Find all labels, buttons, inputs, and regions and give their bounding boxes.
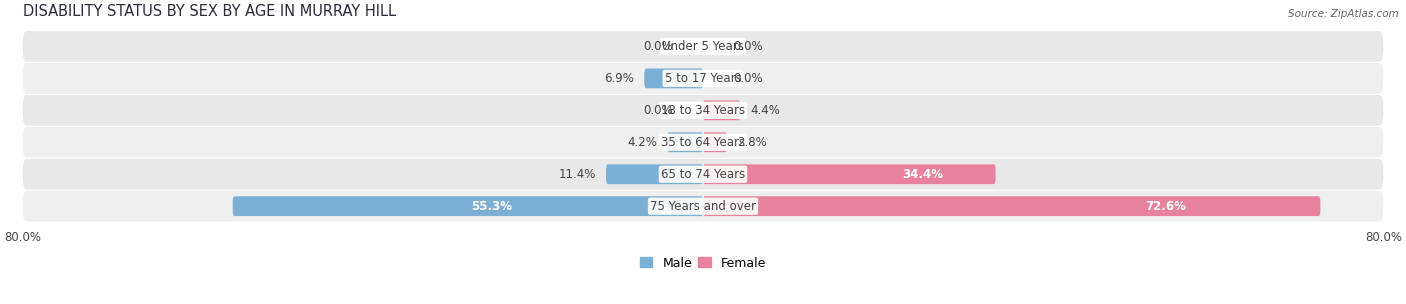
FancyBboxPatch shape <box>22 95 1384 126</box>
FancyBboxPatch shape <box>606 164 703 184</box>
FancyBboxPatch shape <box>22 63 1384 94</box>
FancyBboxPatch shape <box>22 191 1384 222</box>
Text: 72.6%: 72.6% <box>1146 200 1187 213</box>
Text: 2.8%: 2.8% <box>737 136 766 149</box>
FancyBboxPatch shape <box>233 196 703 216</box>
Text: 4.2%: 4.2% <box>627 136 657 149</box>
Legend: Male, Female: Male, Female <box>636 251 770 275</box>
FancyBboxPatch shape <box>703 132 727 152</box>
FancyBboxPatch shape <box>22 127 1384 157</box>
Text: 18 to 34 Years: 18 to 34 Years <box>661 104 745 117</box>
Text: 0.0%: 0.0% <box>644 104 673 117</box>
FancyBboxPatch shape <box>668 132 703 152</box>
FancyBboxPatch shape <box>22 31 1384 62</box>
Text: 5 to 17 Years: 5 to 17 Years <box>665 72 741 85</box>
Text: 55.3%: 55.3% <box>471 200 512 213</box>
FancyBboxPatch shape <box>22 159 1384 190</box>
Text: 0.0%: 0.0% <box>733 72 762 85</box>
FancyBboxPatch shape <box>644 68 703 88</box>
Text: Under 5 Years: Under 5 Years <box>662 40 744 53</box>
Text: 35 to 64 Years: 35 to 64 Years <box>661 136 745 149</box>
Text: 34.4%: 34.4% <box>901 168 943 181</box>
FancyBboxPatch shape <box>703 196 1320 216</box>
Text: 0.0%: 0.0% <box>644 40 673 53</box>
Text: 6.9%: 6.9% <box>605 72 634 85</box>
FancyBboxPatch shape <box>703 164 995 184</box>
Text: 11.4%: 11.4% <box>558 168 596 181</box>
Text: 75 Years and over: 75 Years and over <box>650 200 756 213</box>
Text: DISABILITY STATUS BY SEX BY AGE IN MURRAY HILL: DISABILITY STATUS BY SEX BY AGE IN MURRA… <box>22 4 395 19</box>
FancyBboxPatch shape <box>703 100 741 120</box>
Text: 4.4%: 4.4% <box>751 104 780 117</box>
Text: 0.0%: 0.0% <box>733 40 762 53</box>
Text: 65 to 74 Years: 65 to 74 Years <box>661 168 745 181</box>
Text: Source: ZipAtlas.com: Source: ZipAtlas.com <box>1288 9 1399 19</box>
